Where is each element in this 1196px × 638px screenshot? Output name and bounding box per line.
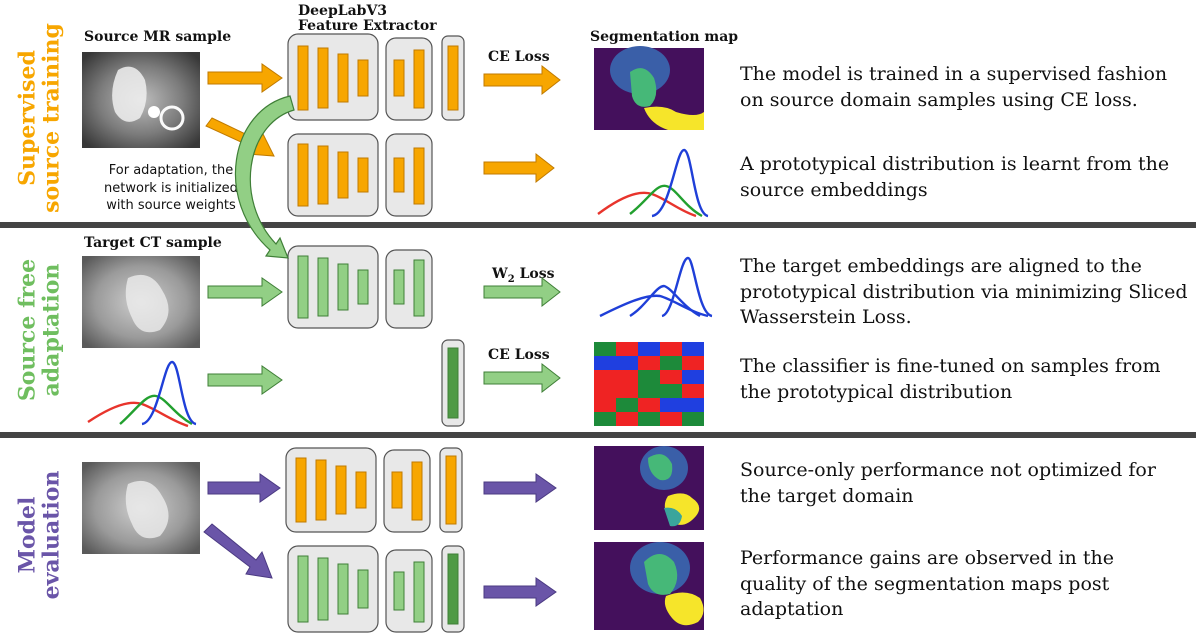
source-mr-label: Source MR sample — [84, 29, 232, 45]
arrow-ct-to-extractor — [207, 277, 283, 307]
extractor-orange-2 — [287, 133, 433, 217]
arrow-eval-output-2 — [483, 577, 557, 607]
divider-bottom — [0, 432, 1196, 438]
arrow-eval-to-extractor — [207, 473, 281, 503]
eval-image — [82, 462, 200, 554]
description-prototypical: A prototypical distribution is learnt fr… — [740, 153, 1170, 201]
extractor-green-eval — [287, 545, 465, 633]
segmentation-map-label: Segmentation map — [590, 29, 739, 45]
description-gains: Performance gains are observed in the qua… — [740, 547, 1114, 621]
w2-loss-label: W2 Loss — [492, 266, 555, 285]
arrow-mr-to-extractor — [207, 63, 283, 93]
arrow-eval-output-1 — [483, 473, 557, 503]
aligned-distribution — [599, 256, 713, 318]
classifier-green — [441, 339, 465, 427]
arrow-ce-loss-1 — [483, 64, 561, 96]
ce-loss-label-1: CE Loss — [488, 49, 550, 65]
arrow-w2-loss — [483, 276, 561, 308]
arrow-init-weights — [234, 95, 295, 259]
description-alignment: The target embeddings are aligned to the… — [740, 255, 1188, 329]
sampled-distribution — [87, 360, 197, 428]
prototypical-distribution — [597, 148, 709, 218]
description-supervised-training: The model is trained in a supervised fas… — [740, 63, 1168, 111]
ce-loss-label-2: CE Loss — [488, 347, 550, 363]
extractor-label: DeepLabV3 Feature Extractor — [298, 3, 437, 35]
divider-top — [0, 222, 1196, 228]
arrow-eval-to-extractor-2 — [203, 523, 273, 579]
arrow-dist-to-classifier — [207, 365, 283, 395]
init-note: For adaptation, the network is initializ… — [104, 163, 238, 214]
class-sample-grid — [594, 342, 704, 426]
extractor-green-1 — [287, 245, 433, 329]
arrow-ce-loss-2 — [483, 362, 561, 394]
target-ct-image — [82, 256, 200, 348]
description-source-only: Source-only performance not optimized fo… — [740, 459, 1156, 507]
segmentation-map-eval-1 — [594, 446, 704, 530]
segmentation-map-1 — [594, 46, 704, 130]
source-mr-image — [82, 52, 200, 148]
description-finetune: The classifier is fine-tuned on samples … — [740, 355, 1161, 403]
extractor-orange-1 — [287, 33, 465, 121]
segmentation-map-eval-2 — [594, 542, 704, 630]
arrow-prototypical — [483, 152, 555, 184]
target-ct-label: Target CT sample — [84, 235, 222, 251]
extractor-orange-eval — [285, 447, 463, 533]
